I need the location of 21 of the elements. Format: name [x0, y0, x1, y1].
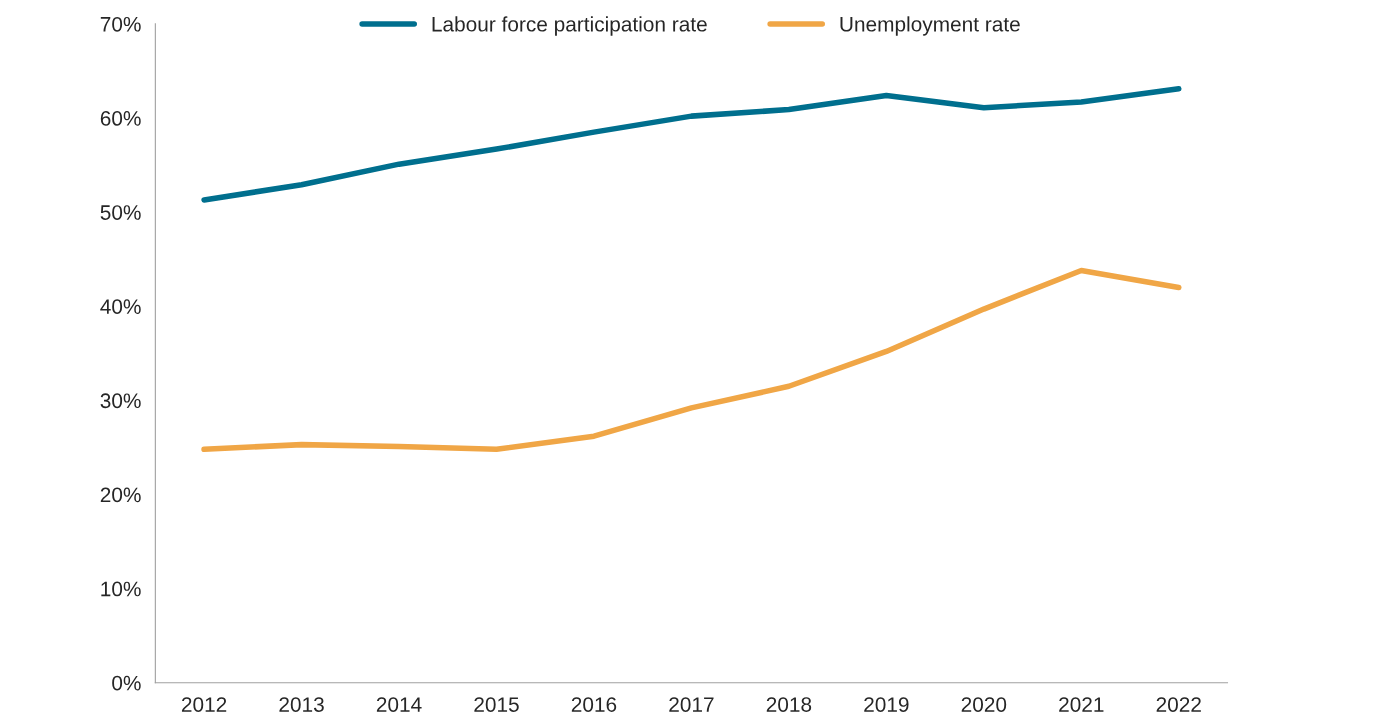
x-tick-label: 2012 — [181, 697, 227, 712]
x-tick-label: 2019 — [864, 697, 909, 712]
y-tick-label: 0% — [112, 675, 141, 691]
y-tick-label: 50% — [100, 205, 141, 220]
x-tick-label: 2018 — [766, 697, 812, 712]
y-tick-label: 20% — [100, 487, 141, 503]
legend-label: Unemployment rate — [840, 16, 1020, 36]
y-tick-label: 70% — [100, 16, 141, 32]
x-tick-label: 2014 — [376, 697, 422, 712]
x-tick-label: 2022 — [1156, 697, 1201, 712]
x-tick-label: 2020 — [961, 697, 1007, 712]
x-tick-label: 2015 — [474, 697, 519, 712]
x-tick-label: 2021 — [1059, 697, 1104, 712]
y-tick-label: 30% — [100, 393, 141, 409]
legend-label: Labour force participation rate — [432, 16, 707, 36]
x-tick-label: 2016 — [571, 697, 617, 712]
x-tick-label: 2017 — [669, 697, 714, 712]
x-tick-label: 2013 — [279, 697, 324, 712]
y-tick-label: 60% — [100, 111, 141, 126]
y-tick-label: 40% — [100, 299, 141, 315]
y-tick-label: 10% — [101, 581, 141, 597]
